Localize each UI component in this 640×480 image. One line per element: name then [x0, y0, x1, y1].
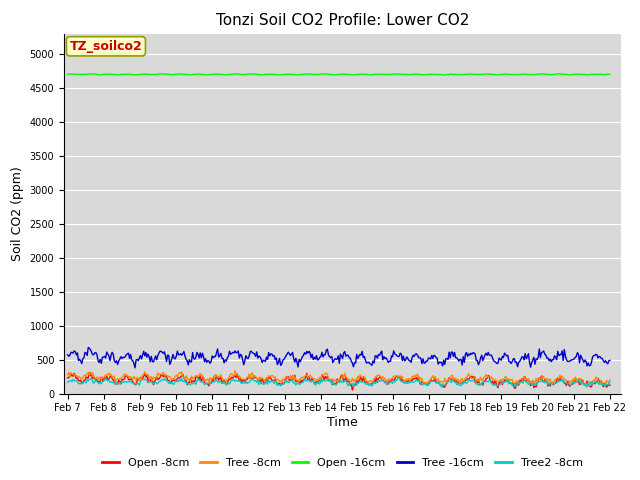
X-axis label: Time: Time — [327, 416, 358, 429]
Tree -8cm — [388, 376, 396, 382]
Open -16cm — [323, 71, 330, 77]
Tree -8cm — [358, 375, 366, 381]
Tree -16cm — [595, 353, 603, 359]
Line: Tree -16cm: Tree -16cm — [68, 348, 610, 368]
Open -16cm — [64, 72, 72, 77]
Open -16cm — [606, 72, 614, 77]
Open -16cm — [556, 71, 564, 76]
Tree -8cm — [595, 377, 603, 383]
Tree2 -8cm — [511, 381, 518, 386]
Tree -16cm — [324, 346, 332, 352]
Open -16cm — [130, 72, 138, 78]
Open -16cm — [358, 71, 366, 77]
Open -8cm — [360, 375, 367, 381]
Tree2 -8cm — [357, 378, 365, 384]
Tree -8cm — [509, 380, 517, 386]
Legend: Open -8cm, Tree -8cm, Open -16cm, Tree -16cm, Tree2 -8cm: Open -8cm, Tree -8cm, Open -16cm, Tree -… — [98, 453, 587, 472]
Open -16cm — [388, 72, 396, 77]
Tree -16cm — [360, 355, 367, 360]
Open -8cm — [388, 376, 396, 382]
Tree -16cm — [64, 352, 72, 358]
Y-axis label: Soil CO2 (ppm): Soil CO2 (ppm) — [11, 166, 24, 261]
Tree -16cm — [511, 356, 518, 361]
Tree -8cm — [231, 368, 239, 373]
Tree2 -8cm — [324, 378, 332, 384]
Tree2 -8cm — [321, 378, 329, 384]
Title: Tonzi Soil CO2 Profile: Lower CO2: Tonzi Soil CO2 Profile: Lower CO2 — [216, 13, 469, 28]
Tree2 -8cm — [606, 380, 614, 385]
Tree2 -8cm — [387, 379, 394, 385]
Open -8cm — [606, 382, 614, 388]
Open -8cm — [86, 370, 93, 375]
Tree2 -8cm — [595, 382, 603, 387]
Tree -16cm — [327, 355, 335, 360]
Tree -8cm — [326, 376, 333, 382]
Open -8cm — [323, 375, 330, 381]
Open -16cm — [326, 72, 333, 77]
Line: Tree -8cm: Tree -8cm — [68, 371, 610, 387]
Tree -8cm — [606, 377, 614, 383]
Tree -16cm — [388, 354, 396, 360]
Line: Tree2 -8cm: Tree2 -8cm — [68, 377, 610, 387]
Open -16cm — [509, 72, 517, 77]
Tree2 -8cm — [438, 384, 445, 390]
Line: Open -16cm: Open -16cm — [68, 73, 610, 75]
Open -8cm — [595, 377, 603, 383]
Open -16cm — [595, 71, 603, 77]
Line: Open -8cm: Open -8cm — [68, 372, 610, 390]
Tree -16cm — [84, 345, 92, 350]
Open -8cm — [511, 385, 518, 391]
Open -8cm — [349, 387, 356, 393]
Tree2 -8cm — [396, 374, 403, 380]
Tree -16cm — [606, 358, 614, 363]
Tree -8cm — [582, 384, 590, 390]
Tree -16cm — [131, 365, 139, 371]
Tree -8cm — [323, 370, 330, 376]
Open -8cm — [64, 375, 72, 381]
Open -8cm — [326, 377, 333, 383]
Tree2 -8cm — [64, 380, 72, 385]
Text: TZ_soilco2: TZ_soilco2 — [70, 40, 142, 53]
Tree -8cm — [64, 372, 72, 378]
